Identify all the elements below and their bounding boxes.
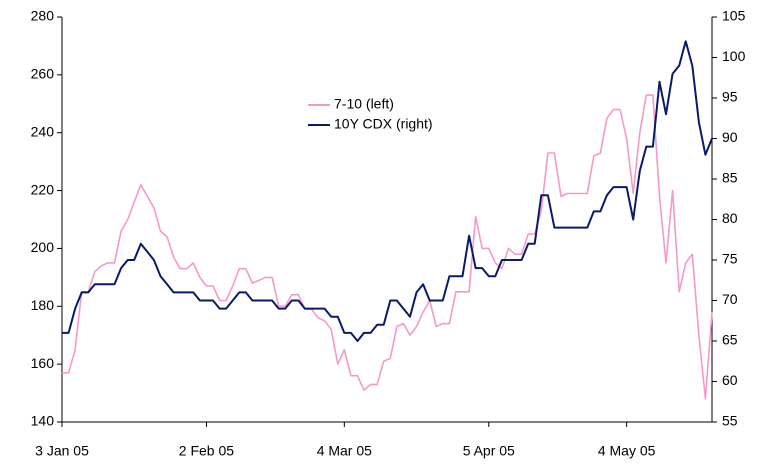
- y-tick-label: 240: [31, 123, 55, 139]
- y2-tick-label: 70: [722, 291, 738, 307]
- y-tick-label: 260: [31, 66, 55, 82]
- x-tick-label: 3 Jan 05: [35, 443, 89, 459]
- legend-label: 7-10 (left): [334, 96, 394, 112]
- y2-tick-label: 75: [722, 251, 738, 267]
- y2-tick-label: 105: [722, 8, 746, 24]
- y2-tick-label: 60: [722, 372, 738, 388]
- y-tick-label: 220: [31, 181, 55, 197]
- y2-tick-label: 90: [722, 129, 738, 145]
- legend-label: 10Y CDX (right): [334, 116, 433, 132]
- y-tick-label: 180: [31, 297, 55, 313]
- y2-tick-label: 80: [722, 210, 738, 226]
- y-tick-label: 140: [31, 413, 55, 429]
- y2-tick-label: 95: [722, 89, 738, 105]
- series-line: [62, 40, 713, 342]
- series-line: [62, 94, 713, 400]
- x-tick-label: 4 May 05: [598, 443, 656, 459]
- y2-tick-label: 85: [722, 170, 738, 186]
- y2-tick-label: 55: [722, 413, 738, 429]
- y-tick-label: 280: [31, 8, 55, 24]
- x-tick-label: 2 Feb 05: [179, 443, 234, 459]
- x-tick-label: 4 Mar 05: [317, 443, 372, 459]
- y2-tick-label: 65: [722, 332, 738, 348]
- y2-tick-label: 100: [722, 48, 746, 64]
- y-tick-label: 200: [31, 239, 55, 255]
- y-tick-label: 160: [31, 355, 55, 371]
- x-tick-label: 5 Apr 05: [463, 443, 515, 459]
